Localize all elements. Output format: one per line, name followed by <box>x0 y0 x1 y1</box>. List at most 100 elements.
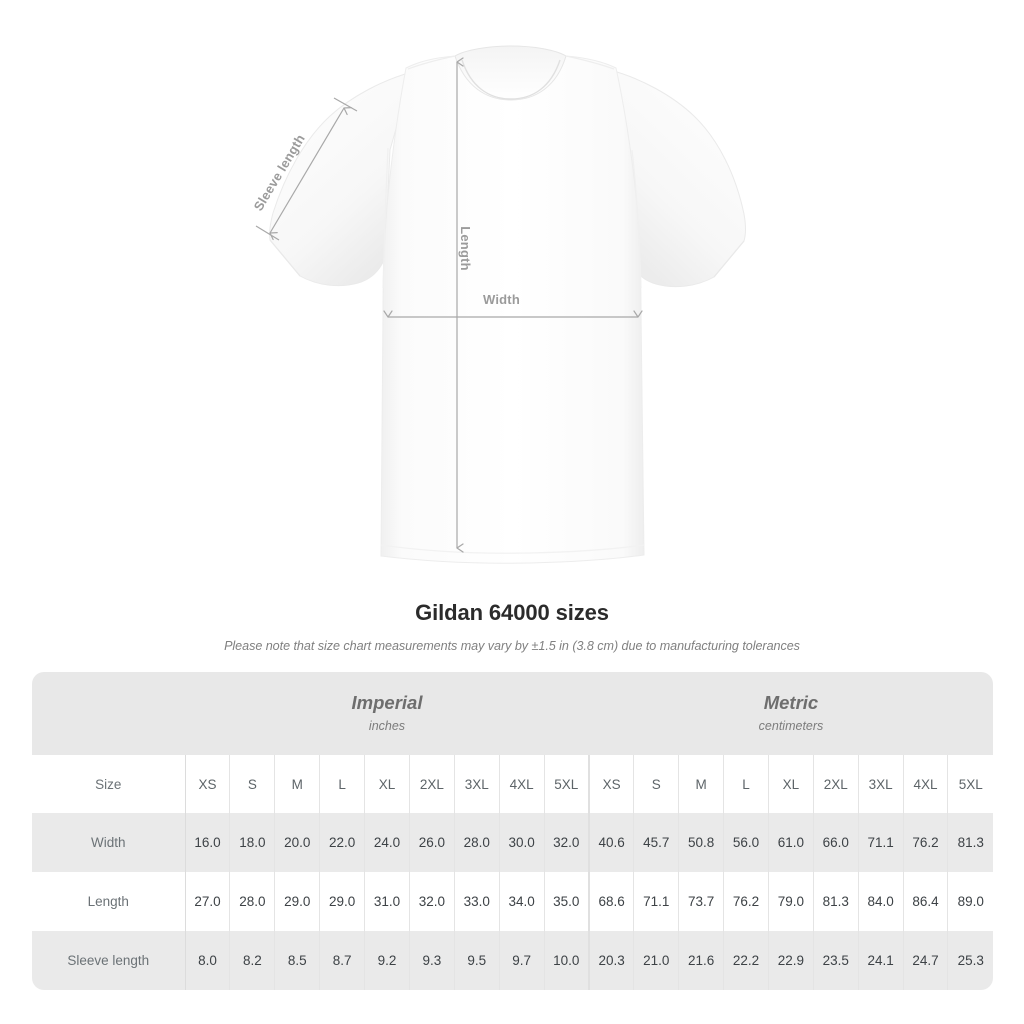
cell-sleeve-length-metric-xs: 20.3 <box>587 931 634 990</box>
cell-length-imperial-s: 28.0 <box>229 872 275 931</box>
cell-width-metric-xs: 40.6 <box>587 813 634 872</box>
cell-width-imperial-xs: 16.0 <box>184 813 230 872</box>
page-title: Gildan 64000 sizes <box>415 600 609 625</box>
cell-length-metric-3xl: 84.0 <box>857 872 904 931</box>
cell-length-imperial-xs: 27.0 <box>184 872 230 931</box>
cell-length-metric-l: 76.2 <box>723 872 769 931</box>
table-row: Sleeve length 8.0 8.2 8.5 8.7 9.2 9.3 9.5 9.7 10.… <box>32 931 993 990</box>
tshirt-illustration: Sleeve length Length Width <box>251 45 746 564</box>
cell-length-imperial-m: 29.0 <box>274 872 320 931</box>
cell-sleeve-length-metric-4xl: 24.7 <box>902 931 948 990</box>
cell-sleeve-length-metric-l: 22.2 <box>723 931 769 990</box>
cell-length-imperial-xl: 31.0 <box>364 872 410 931</box>
tolerance-note: Please note that size chart measurements… <box>224 639 800 653</box>
cell-length-metric-xs: 68.6 <box>587 872 634 931</box>
size-header-label: Size <box>32 755 186 813</box>
cell-length-imperial-4xl: 34.0 <box>498 872 545 931</box>
cell-sleeve-length-imperial-5xl: 10.0 <box>543 931 589 990</box>
cell-length-metric-5xl: 89.0 <box>947 872 993 931</box>
table-row: Length 27.0 28.0 29.0 29.0 31.0 32.0 33.0 34.0 35… <box>32 872 993 931</box>
size-header-imperial-5xl: 5XL <box>543 755 589 813</box>
cell-width-imperial-xl: 24.0 <box>364 813 410 872</box>
cell-width-imperial-5xl: 32.0 <box>543 813 589 872</box>
size-header-metric-m: M <box>678 755 724 813</box>
size-header-metric-xs: XS <box>587 755 634 813</box>
cell-sleeve-length-imperial-s: 8.2 <box>229 931 275 990</box>
cell-sleeve-length-imperial-2xl: 9.3 <box>408 931 455 990</box>
cell-sleeve-length-imperial-l: 8.7 <box>319 931 365 990</box>
cell-width-imperial-3xl: 28.0 <box>453 813 500 872</box>
unit-group-imperial: Imperial inches <box>185 672 589 755</box>
size-chart-table: Imperial inches Metric centimeters Size XS S M L… <box>32 672 993 990</box>
unit-group-name: Metric <box>763 691 819 713</box>
cell-sleeve-length-metric-xl: 22.9 <box>767 931 814 990</box>
cell-sleeve-length-imperial-xl: 9.2 <box>364 931 410 990</box>
cell-length-imperial-3xl: 33.0 <box>453 872 500 931</box>
length-label: Length <box>457 226 473 271</box>
title-block: Gildan 64000 sizes Please note that size… <box>0 600 1024 653</box>
unit-group-name: Imperial <box>351 691 423 713</box>
row-label-width: Width <box>32 813 186 872</box>
size-header-imperial-4xl: 4XL <box>498 755 545 813</box>
cell-width-imperial-2xl: 26.0 <box>408 813 455 872</box>
sleeve-arrow <box>269 107 352 241</box>
cell-sleeve-length-imperial-4xl: 9.7 <box>498 931 545 990</box>
size-header-imperial-l: L <box>319 755 365 813</box>
size-header-metric-xl: XL <box>767 755 814 813</box>
cell-sleeve-length-metric-3xl: 24.1 <box>857 931 904 990</box>
size-header-metric-5xl: 5XL <box>947 755 993 813</box>
cell-width-imperial-m: 20.0 <box>274 813 320 872</box>
unit-group-row: Imperial inches Metric centimeters <box>32 672 993 755</box>
size-header-metric-3xl: 3XL <box>857 755 904 813</box>
cell-width-metric-3xl: 71.1 <box>857 813 904 872</box>
row-label-length: Length <box>32 872 186 931</box>
cell-sleeve-length-metric-2xl: 23.5 <box>812 931 859 990</box>
size-header-metric-s: S <box>633 755 679 813</box>
cell-sleeve-length-imperial-3xl: 9.5 <box>453 931 500 990</box>
size-header-imperial-xs: XS <box>184 755 230 813</box>
cell-width-metric-s: 45.7 <box>633 813 679 872</box>
size-header-metric-2xl: 2XL <box>812 755 859 813</box>
unit-group-metric: Metric centimeters <box>588 672 993 755</box>
size-header-imperial-s: S <box>229 755 275 813</box>
sleeve-tick-top <box>333 97 358 112</box>
width-label: Width <box>483 292 520 307</box>
cell-width-imperial-s: 18.0 <box>229 813 275 872</box>
cell-sleeve-length-metric-5xl: 25.3 <box>947 931 993 990</box>
unit-row-spacer <box>32 672 186 755</box>
cell-sleeve-length-metric-m: 21.6 <box>678 931 724 990</box>
sleeve-tick-bottom <box>255 225 280 241</box>
cell-length-metric-xl: 79.0 <box>767 872 814 931</box>
cell-width-metric-4xl: 76.2 <box>902 813 948 872</box>
cell-sleeve-length-metric-s: 21.0 <box>633 931 679 990</box>
cell-length-metric-s: 71.1 <box>633 872 679 931</box>
row-label-sleeve-length: Sleeve length <box>32 931 186 990</box>
cell-sleeve-length-imperial-m: 8.5 <box>274 931 320 990</box>
cell-length-imperial-5xl: 35.0 <box>543 872 589 931</box>
size-header-imperial-3xl: 3XL <box>453 755 500 813</box>
tshirt-svg <box>255 45 746 564</box>
size-header-metric-l: L <box>723 755 769 813</box>
unit-group-subtitle: centimeters <box>758 719 824 734</box>
cell-length-imperial-2xl: 32.0 <box>408 872 455 931</box>
cell-width-metric-2xl: 66.0 <box>812 813 859 872</box>
unit-group-subtitle: inches <box>368 719 406 734</box>
size-header-imperial-xl: XL <box>364 755 410 813</box>
size-header-metric-4xl: 4XL <box>902 755 948 813</box>
cell-length-metric-2xl: 81.3 <box>812 872 859 931</box>
size-chart-table-container: Imperial inches Metric centimeters Size XS S M L… <box>32 672 993 990</box>
table-row: Width 16.0 18.0 20.0 22.0 24.0 26.0 28.0 30.0 32.… <box>32 813 993 872</box>
cell-width-metric-xl: 61.0 <box>767 813 814 872</box>
cell-width-metric-5xl: 81.3 <box>947 813 993 872</box>
cell-sleeve-length-imperial-xs: 8.0 <box>184 931 230 990</box>
cell-length-imperial-l: 29.0 <box>319 872 365 931</box>
cell-width-imperial-4xl: 30.0 <box>498 813 545 872</box>
cell-length-metric-m: 73.7 <box>678 872 724 931</box>
cell-length-metric-4xl: 86.4 <box>902 872 948 931</box>
measure-arrows <box>255 57 643 553</box>
cell-width-imperial-l: 22.0 <box>319 813 365 872</box>
size-header-imperial-m: M <box>274 755 320 813</box>
cell-width-metric-m: 50.8 <box>678 813 724 872</box>
size-header-imperial-2xl: 2XL <box>408 755 455 813</box>
